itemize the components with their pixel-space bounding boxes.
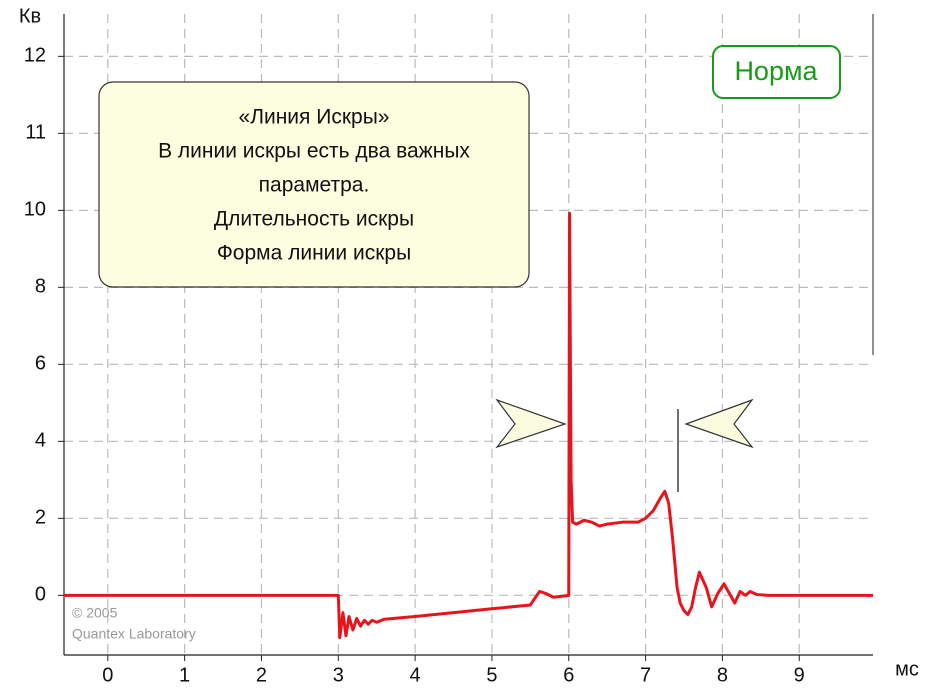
y-tick-label: 10	[24, 199, 46, 221]
y-tick-label: 0	[35, 584, 46, 606]
marker-arrow	[684, 398, 754, 449]
x-tick-label: 3	[333, 664, 344, 686]
annotation-box	[98, 81, 530, 288]
x-tick-label: 2	[256, 664, 267, 686]
y-tick-label: 11	[25, 122, 46, 144]
y-tick-label: 4	[35, 430, 46, 452]
credit: Quantex Laboratory	[72, 626, 196, 642]
y-axis-label: Кв	[19, 5, 41, 27]
x-tick-label: 9	[794, 664, 805, 686]
x-tick-label: 7	[640, 664, 651, 686]
x-tick-label: 6	[563, 664, 574, 686]
badge: Норма	[734, 56, 818, 86]
annotation-line: Длительность искры	[214, 208, 414, 231]
credit: © 2005	[72, 605, 118, 621]
x-tick-label: 8	[717, 664, 728, 686]
x-tick-label: 0	[102, 664, 113, 686]
y-tick-label: 6	[35, 353, 46, 375]
series-line	[64, 211, 873, 640]
annotation-line: Форма линии искры	[217, 242, 411, 265]
y-tick-label: 8	[35, 276, 46, 298]
annotation-line: параметра.	[259, 174, 370, 197]
y-tick-label: 12	[24, 45, 46, 67]
x-tick-label: 1	[179, 664, 190, 686]
x-tick-label: 5	[486, 664, 497, 686]
y-tick-label: 2	[35, 507, 46, 529]
x-axis-label: мс	[895, 658, 919, 680]
annotation-line: В линии искры есть два важных	[158, 140, 470, 163]
badge-box	[712, 45, 841, 99]
x-tick-label: 4	[410, 664, 421, 686]
annotation-line: «Линия Искры»	[239, 106, 390, 129]
marker-arrow	[495, 398, 567, 449]
